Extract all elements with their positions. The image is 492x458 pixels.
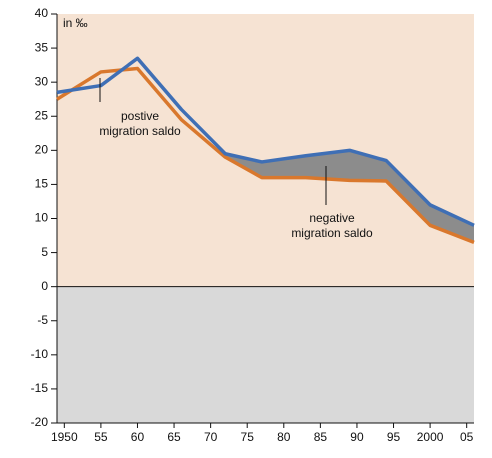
x-tick-label: 90 bbox=[350, 430, 364, 444]
y-tick-label: 25 bbox=[35, 108, 49, 122]
annotation: postive bbox=[121, 109, 159, 123]
annotation: negative bbox=[309, 211, 355, 225]
y-tick-label: 20 bbox=[35, 143, 49, 157]
x-tick-label: 1950 bbox=[51, 430, 78, 444]
y-tick-label: -15 bbox=[31, 381, 49, 395]
series-line bbox=[56, 66, 475, 244]
unit-label: in ‰ bbox=[63, 16, 88, 30]
y-tick-label: 10 bbox=[35, 211, 49, 225]
x-tick-label: 55 bbox=[94, 430, 108, 444]
y-tick-label: 35 bbox=[35, 40, 49, 54]
y-tick-label: -20 bbox=[31, 415, 49, 429]
y-tick-label: 30 bbox=[35, 74, 49, 88]
y-tick-label: -10 bbox=[31, 347, 49, 361]
x-tick-label: 60 bbox=[131, 430, 145, 444]
annotation: migration saldo bbox=[291, 226, 373, 240]
saldo-area bbox=[225, 150, 474, 243]
x-tick-label: 75 bbox=[241, 430, 255, 444]
y-tick-label: -5 bbox=[37, 313, 48, 327]
x-tick-label: 2000 bbox=[417, 430, 444, 444]
y-tick-label: 15 bbox=[35, 177, 49, 191]
negative-zone bbox=[57, 286, 474, 423]
x-tick-label: 65 bbox=[167, 430, 181, 444]
y-tick-label: 40 bbox=[35, 6, 49, 20]
positive-zone bbox=[57, 14, 474, 287]
x-tick-label: 70 bbox=[204, 430, 218, 444]
x-tick-label: 85 bbox=[314, 430, 328, 444]
x-tick-label: 80 bbox=[277, 430, 291, 444]
y-tick-label: 0 bbox=[41, 279, 48, 293]
x-tick-label: 95 bbox=[387, 430, 401, 444]
annotation: migration saldo bbox=[99, 124, 181, 138]
y-tick-label: 5 bbox=[41, 245, 48, 259]
x-tick-label: 05 bbox=[460, 430, 474, 444]
series-line bbox=[56, 56, 475, 227]
